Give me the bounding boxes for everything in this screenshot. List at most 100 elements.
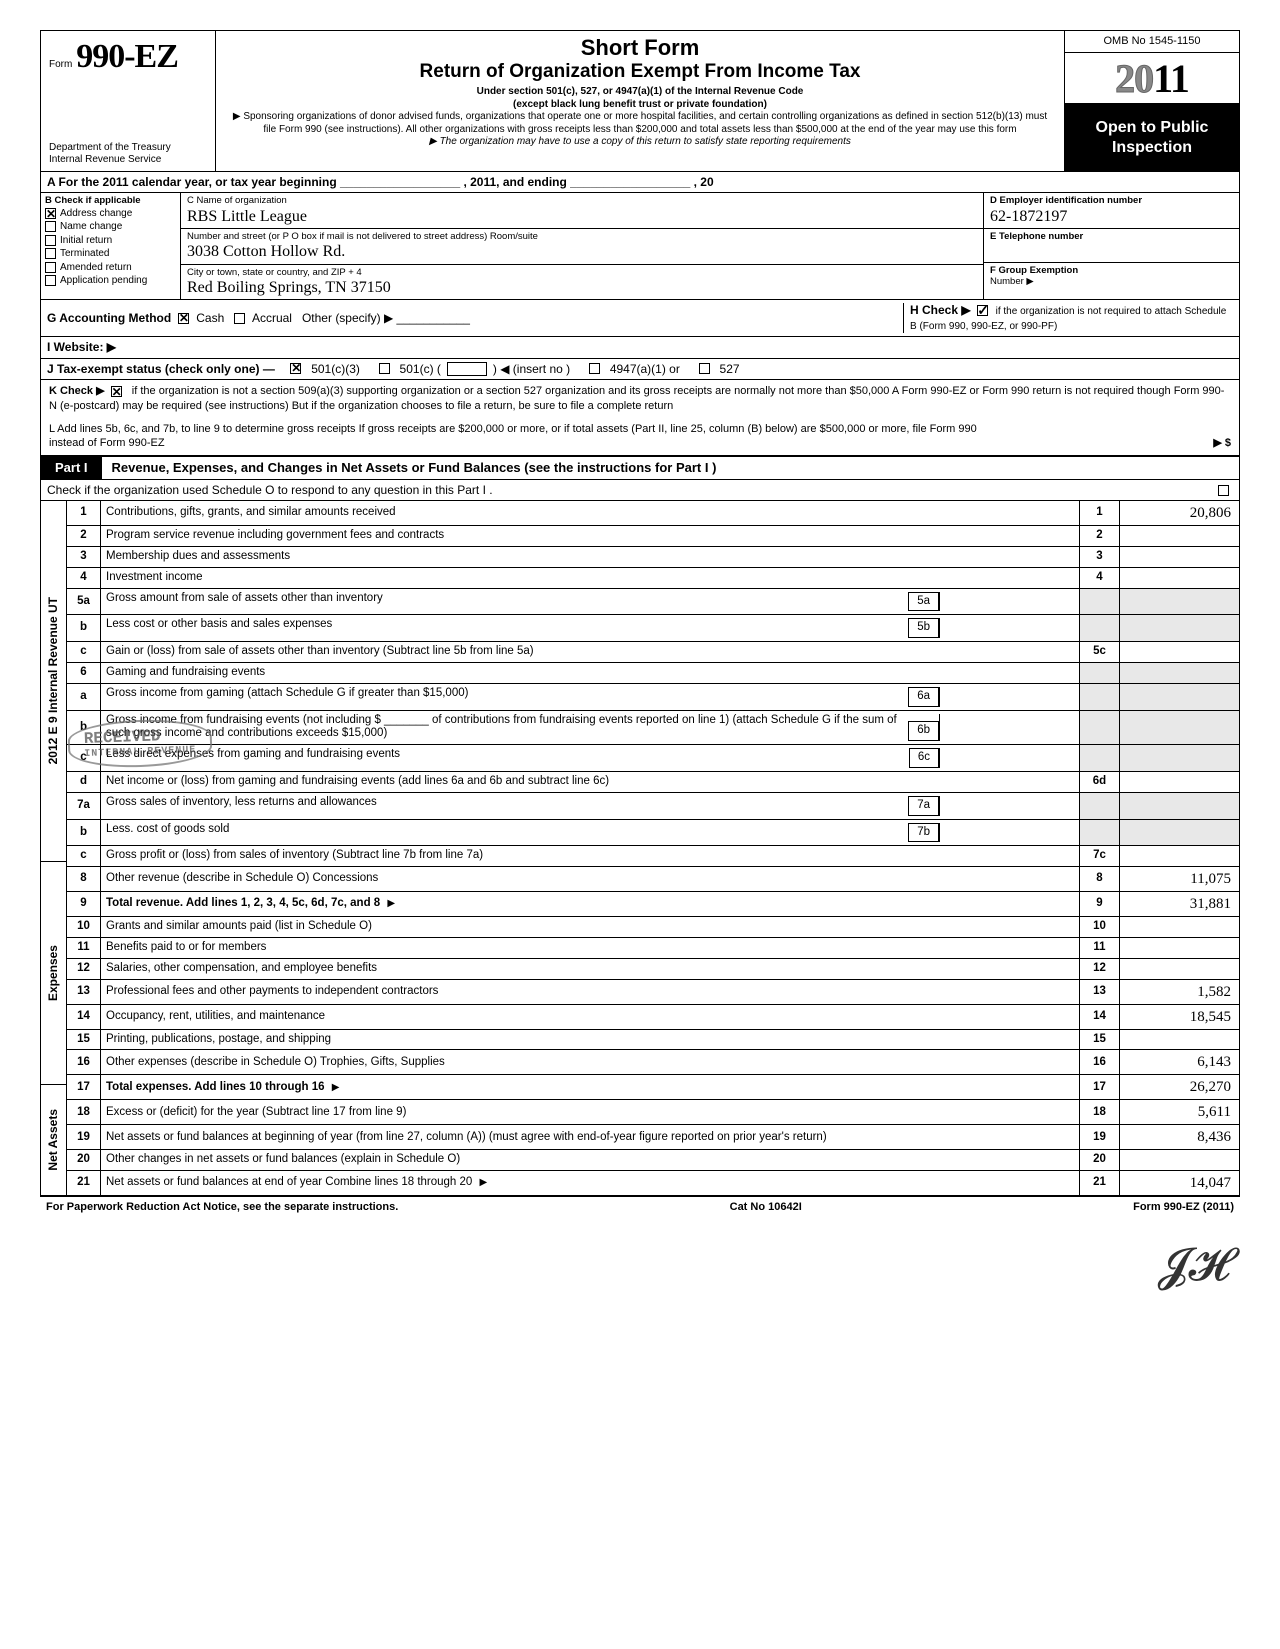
- L-text: L Add lines 5b, 6c, and 7b, to line 9 to…: [49, 422, 1009, 452]
- line-3: 3Membership dues and assessments3: [67, 547, 1240, 568]
- line-6b: bGross income from fundraising events (n…: [67, 710, 1240, 745]
- line-A-text: A For the 2011 calendar year, or tax yea…: [47, 175, 714, 189]
- chk-name-change[interactable]: Name change: [45, 220, 176, 234]
- line-5a: 5aGross amount from sale of assets other…: [67, 588, 1240, 615]
- initials-mark: 𝓙𝓗: [1157, 1237, 1230, 1292]
- chk-cash[interactable]: [178, 313, 189, 324]
- checkbox-icon[interactable]: [45, 208, 56, 219]
- C-city-label: City or town, state or country, and ZIP …: [187, 267, 977, 278]
- open-line2: Inspection: [1069, 138, 1235, 157]
- line-17: 17Total expenses. Add lines 10 through 1…: [67, 1075, 1240, 1100]
- checkbox-icon[interactable]: [45, 275, 56, 286]
- C-name-label: C Name of organization: [187, 195, 977, 206]
- line-7a: 7aGross sales of inventory, less returns…: [67, 792, 1240, 819]
- subtitle-copy: ▶ The organization may have to use a cop…: [228, 136, 1052, 149]
- chk-4947[interactable]: [589, 363, 600, 374]
- part-I-checkline: Check if the organization used Schedule …: [40, 480, 1240, 501]
- part-I-tag: Part I: [41, 457, 102, 479]
- chk-address-change[interactable]: Address change: [45, 207, 176, 221]
- E-block: E Telephone number: [984, 229, 1239, 263]
- form-label: Form: [49, 59, 72, 70]
- subtitle-sponsor: ▶ Sponsoring organizations of donor advi…: [228, 111, 1052, 136]
- checkbox-icon[interactable]: [45, 221, 56, 232]
- chk-app-pending[interactable]: Application pending: [45, 274, 176, 288]
- subtitle-except: (except black lung benefit trust or priv…: [228, 99, 1052, 112]
- G-label: G Accounting Method: [47, 311, 171, 325]
- chk-terminated[interactable]: Terminated: [45, 247, 176, 261]
- H-label: H Check ▶: [910, 303, 971, 317]
- chk-accrual[interactable]: [234, 313, 245, 324]
- C-addr-block: Number and street (or P O box if mail is…: [181, 229, 983, 265]
- B-title: B Check if applicable: [45, 195, 176, 206]
- line-14: 14Occupancy, rent, utilities, and mainte…: [67, 1004, 1240, 1029]
- chk-K[interactable]: [111, 386, 122, 397]
- insert-no-box[interactable]: [447, 362, 487, 376]
- form-number: Form 990-EZ: [49, 37, 207, 78]
- K-text: if the organization is not a section 509…: [49, 385, 1224, 412]
- line-2: 2Program service revenue including gover…: [67, 526, 1240, 547]
- dept-line2: Internal Revenue Service: [49, 154, 207, 166]
- line-6d: dNet income or (loss) from gaming and fu…: [67, 772, 1240, 793]
- footer-mid: Cat No 10642I: [730, 1201, 802, 1214]
- chk-amended[interactable]: Amended return: [45, 261, 176, 275]
- line-5b: bLess cost or other basis and sales expe…: [67, 615, 1240, 642]
- F-block: F Group Exemption Number ▶: [984, 263, 1239, 297]
- line-10: 10Grants and similar amounts paid (list …: [67, 917, 1240, 938]
- part-I-bar: Part I Revenue, Expenses, and Changes in…: [40, 456, 1240, 480]
- checkbox-icon[interactable]: [45, 248, 56, 259]
- line-6: 6Gaming and fundraising events: [67, 663, 1240, 684]
- footer-right: Form 990-EZ (2011): [1133, 1201, 1234, 1214]
- chk-527[interactable]: [699, 363, 710, 374]
- chk-501c[interactable]: [379, 363, 390, 374]
- arrow-icon: [328, 1081, 340, 1093]
- side-netassets: Net Assets: [46, 1109, 60, 1171]
- I-label: I Website: ▶: [47, 340, 116, 354]
- arrow-icon: [383, 897, 395, 909]
- row-J: J Tax-exempt status (check only one) — 5…: [40, 359, 1240, 380]
- K-label: K Check ▶: [49, 385, 105, 397]
- side-expenses: Expenses: [46, 945, 60, 1001]
- omb-number: OMB No 1545-1150: [1065, 31, 1239, 53]
- side-categories: 2012 E 9 Internal Revenue UT Expenses Ne…: [40, 501, 66, 1196]
- line-4: 4Investment income4: [67, 567, 1240, 588]
- line-7c: cGross profit or (loss) from sales of in…: [67, 846, 1240, 867]
- arrow-icon: [476, 1176, 488, 1188]
- open-to-public: Open to Public Inspection: [1065, 104, 1239, 171]
- E-label: E Telephone number: [990, 231, 1233, 242]
- line-8: 8Other revenue (describe in Schedule O) …: [67, 867, 1240, 892]
- footer: For Paperwork Reduction Act Notice, see …: [40, 1196, 1240, 1218]
- C-name-block: C Name of organization RBS Little League: [181, 193, 983, 229]
- checkbox-icon[interactable]: [45, 262, 56, 273]
- D-label: D Employer identification number: [990, 195, 1233, 206]
- row-K: K Check ▶ if the organization is not a s…: [40, 380, 1240, 418]
- line-15: 15Printing, publications, postage, and s…: [67, 1029, 1240, 1050]
- open-line1: Open to Public: [1069, 118, 1235, 137]
- title-short-form: Short Form: [228, 35, 1052, 61]
- line-6c: cLess direct expenses from gaming and fu…: [67, 745, 1240, 772]
- row-L: L Add lines 5b, 6c, and 7b, to line 9 to…: [40, 418, 1240, 457]
- D-block: D Employer identification number 62-1872…: [984, 193, 1239, 229]
- col-C: C Name of organization RBS Little League…: [181, 193, 984, 299]
- form-number-text: 990-EZ: [76, 38, 178, 75]
- J-label: J Tax-exempt status (check only one) —: [47, 362, 275, 376]
- chk-501c3[interactable]: [290, 363, 301, 374]
- line-21: 21Net assets or fund balances at end of …: [67, 1171, 1240, 1196]
- subtitle-code: Under section 501(c), 527, or 4947(a)(1)…: [228, 86, 1052, 99]
- chk-scheduleO[interactable]: [1218, 485, 1229, 496]
- header-left: Form 990-EZ Department of the Treasury I…: [41, 31, 216, 171]
- F-label: F Group Exemption: [990, 265, 1233, 276]
- C-city-block: City or town, state or country, and ZIP …: [181, 265, 983, 300]
- header-right: OMB No 1545-1150 2011 Open to Public Ins…: [1064, 31, 1239, 171]
- row-GH: G Accounting Method Cash Accrual Other (…: [40, 299, 1240, 337]
- checkbox-icon[interactable]: [45, 235, 56, 246]
- line-13: 13Professional fees and other payments t…: [67, 979, 1240, 1004]
- title-return: Return of Organization Exempt From Incom…: [228, 61, 1052, 84]
- chk-H[interactable]: [977, 305, 988, 316]
- chk-initial-return[interactable]: Initial return: [45, 234, 176, 248]
- line-19: 19Net assets or fund balances at beginni…: [67, 1125, 1240, 1150]
- form-header: Form 990-EZ Department of the Treasury I…: [40, 30, 1240, 172]
- line-11: 11Benefits paid to or for members11: [67, 938, 1240, 959]
- col-B: B Check if applicable Address change Nam…: [41, 193, 181, 299]
- line-9: 9Total revenue. Add lines 1, 2, 3, 4, 5c…: [67, 892, 1240, 917]
- side-revenue: 2012 E 9 Internal Revenue UT: [46, 597, 60, 764]
